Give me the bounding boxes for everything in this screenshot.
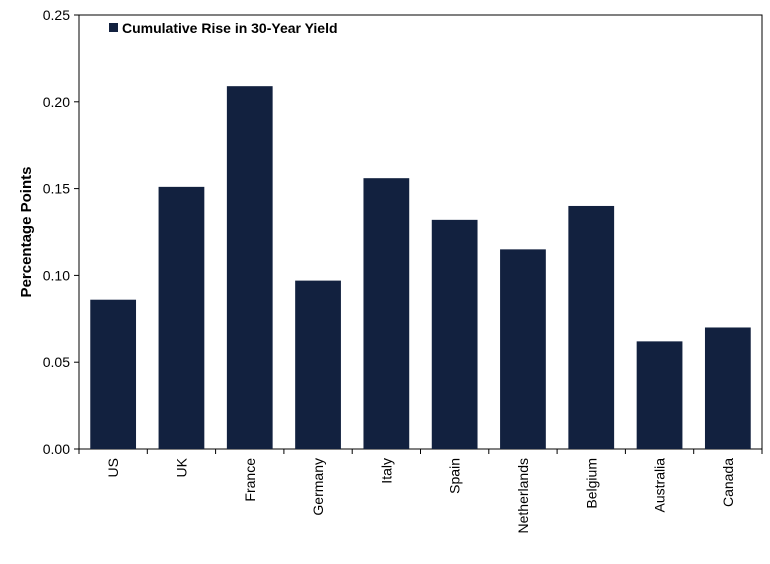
x-tick-label-canada: Canada [720, 458, 736, 507]
y-tick-label: 0.10 [43, 267, 70, 283]
y-tick-label: 0.15 [43, 181, 70, 197]
bar-netherlands [500, 249, 546, 449]
x-tick-label-uk: UK [173, 457, 189, 477]
x-axis-ticks: US UK France Germany Italy Spain Netherlands Be… [78, 449, 763, 534]
legend-label: Cumulative Rise in 30-Year Yield [122, 20, 338, 36]
bars [90, 86, 751, 450]
y-tick-label: 0.20 [43, 94, 70, 110]
bar-italy [363, 178, 410, 449]
y-tick-label: 0.25 [43, 7, 70, 23]
x-tick-label-us: US [105, 458, 121, 477]
bar-canada [704, 327, 751, 449]
legend-swatch [109, 23, 118, 32]
x-tick-label-italy: Italy [378, 458, 394, 484]
x-tick-label-spain: Spain [447, 458, 463, 494]
bar-germany [295, 280, 341, 449]
y-axis-ticks: 0.00 0.05 0.10 0.15 0.20 0.25 [43, 7, 79, 457]
y-tick-label: 0.00 [43, 441, 70, 457]
bar-france [226, 86, 273, 450]
x-tick-label-australia: Australia [652, 458, 668, 513]
x-tick-label-france: France [242, 458, 258, 502]
y-tick-label: 0.05 [43, 354, 70, 370]
x-tick-label-netherlands: Netherlands [515, 458, 531, 534]
bar-australia [636, 341, 683, 449]
bar-spain [431, 219, 478, 449]
y-axis-label: Percentage Points [18, 167, 35, 298]
x-tick-label-belgium: Belgium [583, 458, 599, 509]
legend: Cumulative Rise in 30-Year Yield [109, 20, 338, 36]
bar-belgium [568, 205, 615, 449]
bar-uk [158, 186, 205, 449]
x-tick-label-germany: Germany [310, 458, 326, 516]
bar-us [90, 299, 137, 449]
